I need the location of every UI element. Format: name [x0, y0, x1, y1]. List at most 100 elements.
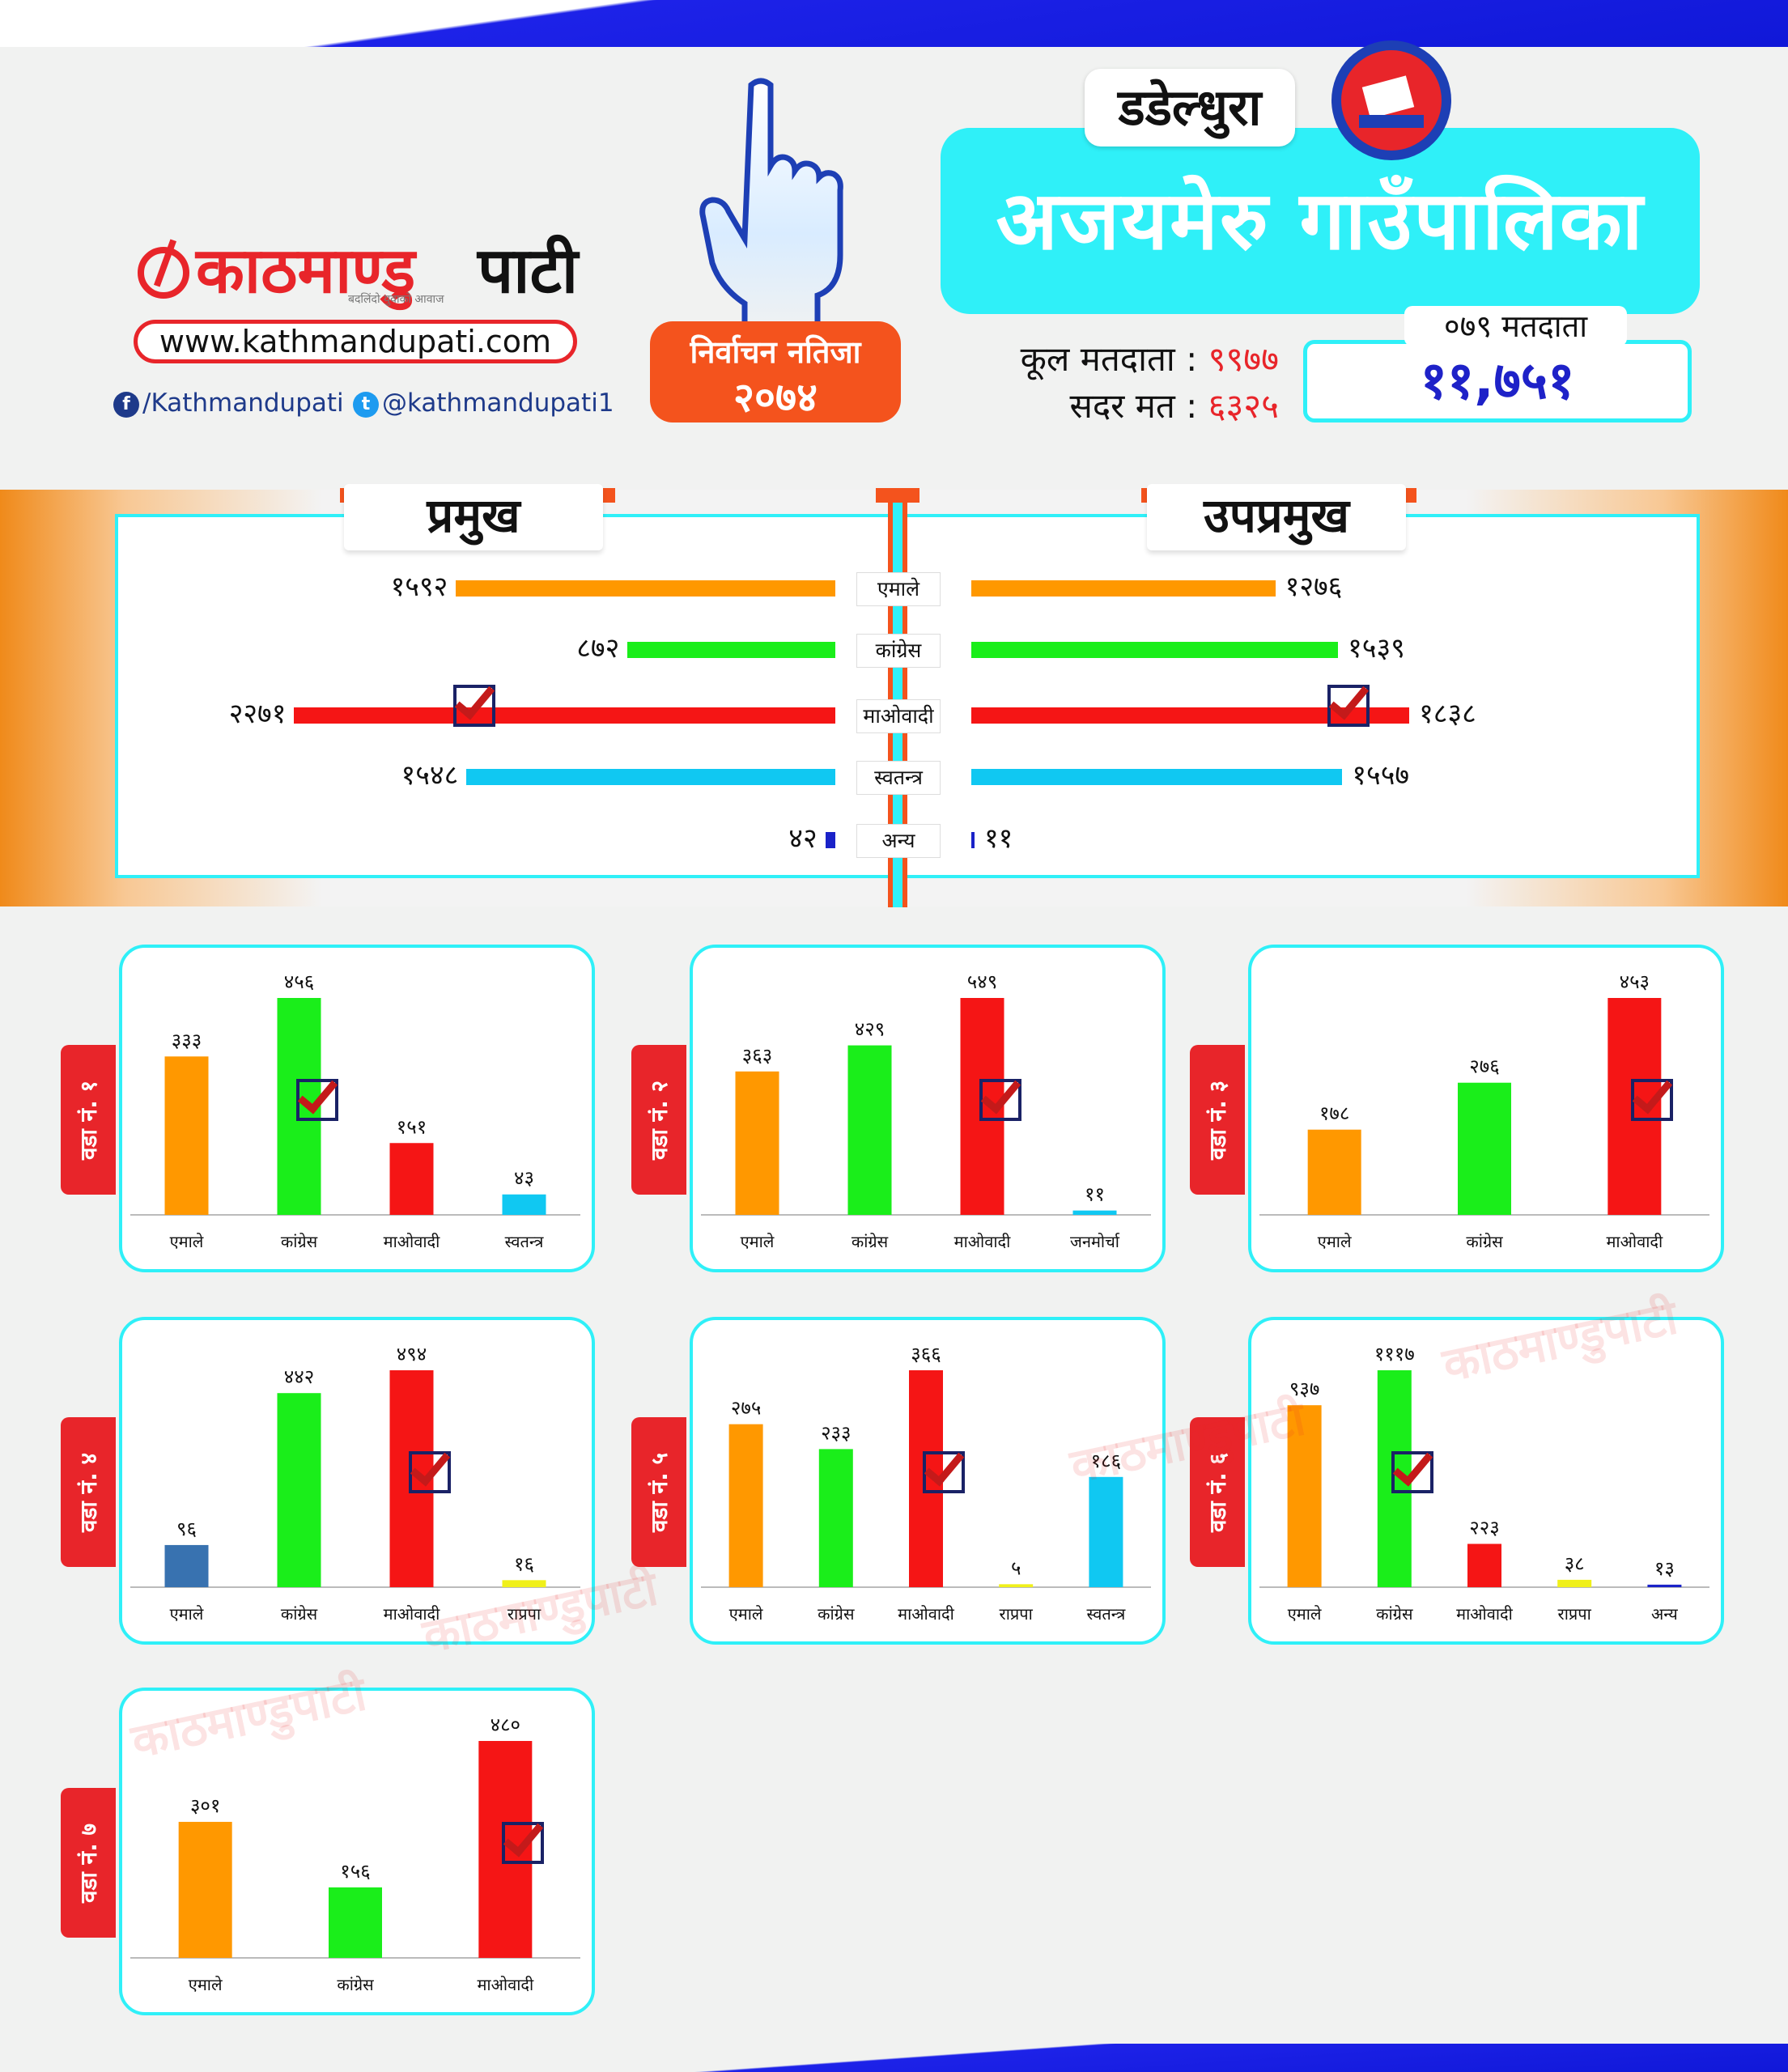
check-icon: [295, 1079, 338, 1121]
category-label: एमाले: [170, 1604, 204, 1624]
ward-label: वडा नं. १: [75, 1080, 102, 1160]
deputy-bar: [971, 642, 1339, 658]
bar-value-label: ५४९: [967, 970, 997, 993]
mayor-bar: [627, 642, 835, 658]
deputy-value: १५५७: [1352, 759, 1410, 792]
brand-logo[interactable]: काठमाण्डु पाटी: [138, 231, 578, 312]
ward-label: वडा नं. २: [646, 1080, 673, 1160]
deputy-bar: [971, 832, 975, 848]
bar-value-label: ४३: [514, 1167, 534, 1190]
bar-value-label: ४४२: [284, 1365, 314, 1388]
bar-value-label: ११: [1085, 1183, 1105, 1206]
facebook-link[interactable]: f/Kathmandupati: [113, 387, 344, 419]
twitter-link[interactable]: t @kathmandupati1: [353, 387, 614, 419]
ballot-box-icon: [1331, 40, 1451, 160]
ward-bar-chart: ३६३ एमाले ४२९ कांग्रेस ५४९ माओवादी ११ जनमोर्चा: [701, 970, 1151, 1251]
category-label: एमाले: [189, 1975, 223, 1994]
category-label: माओवादी: [477, 1975, 534, 1994]
bar: [999, 1584, 1034, 1587]
twitter-handle: @kathmandupati1: [382, 388, 614, 418]
index-finger-icon: [699, 78, 843, 336]
category-label: स्वतन्त्र: [1086, 1604, 1126, 1624]
bar: [818, 1449, 853, 1587]
check-icon: [1631, 1079, 1674, 1121]
valid-votes-value: ६३२५: [1208, 386, 1279, 426]
deputy-value: १५३९: [1348, 632, 1405, 664]
ward-7-card: वडा नं. ७ ३०१ एमाले १५६ कांग्रेस ४८० माओवादी: [61, 1688, 595, 2015]
ward-2-card: वडा नं. २ ३६३ एमाले ४२९ कांग्रेस ५४९ माओवादी १…: [631, 945, 1166, 1272]
bar: [502, 1194, 546, 1215]
mayor-heading: प्रमुख: [344, 484, 603, 550]
bar: [502, 1580, 546, 1587]
bar-value-label: ४८०: [491, 1713, 520, 1736]
category-label: एमाले: [1318, 1232, 1352, 1251]
deputy-bar: [971, 769, 1343, 785]
category-label: एमाले: [741, 1232, 775, 1251]
mayor-bar: [466, 769, 835, 785]
ward-label: वडा नं. ५: [646, 1452, 673, 1532]
bar: [1072, 1210, 1117, 1215]
twitter-icon: t: [353, 391, 379, 418]
brand-tagline: बदलिंदो युवाको आवाज: [348, 293, 444, 306]
bar: [1557, 1579, 1592, 1587]
category-label: राप्रपा: [1000, 1604, 1034, 1624]
bar: [1647, 1584, 1682, 1587]
bar: [164, 1544, 209, 1587]
check-icon: [1391, 1451, 1433, 1493]
category-label: कांग्रेस: [1466, 1232, 1503, 1251]
deputy-value: १८३८: [1419, 698, 1476, 730]
mayor-bar: [825, 832, 835, 848]
bar-value-label: ९६: [176, 1518, 197, 1540]
election-year: २०७४: [733, 374, 818, 421]
district-name: डडेल्धुरा: [1085, 69, 1295, 146]
bar-value-label: ९३७: [1289, 1378, 1319, 1400]
category-label: एमाले: [1288, 1604, 1322, 1624]
total-voters-value: ९९७७: [1208, 339, 1279, 379]
election-result-badge: निर्वाचन नतिजा २०७४: [650, 321, 901, 422]
party-label: स्वतन्त्र: [856, 761, 941, 795]
mayor-value: ४२: [788, 822, 818, 855]
logo-mark-icon: [138, 247, 189, 299]
facebook-handle: /Kathmandupati: [142, 388, 344, 418]
ward-1-card: वडा नं. १ ३३३ एमाले ४५६ कांग्रेस १५१ माओवादी ४…: [61, 945, 595, 1272]
bar-value-label: १११७: [1374, 1343, 1415, 1365]
ward-6-card: वडा नं. ६ ९३७ एमाले १११७ कांग्रेस २२३ माओवादी…: [1190, 1317, 1724, 1645]
ward-label: वडा नं. ७: [75, 1823, 102, 1903]
ward-label: वडा नं. ३: [1204, 1080, 1231, 1160]
valid-votes-label: सदर मत :: [1069, 386, 1198, 426]
ward-tab: वडा नं. १: [61, 1045, 116, 1195]
deputy-value: १२७६: [1285, 571, 1343, 603]
check-icon: [923, 1451, 965, 1493]
brand-name-red: काठमाण्डु: [196, 235, 416, 308]
bar-value-label: २७५: [731, 1397, 761, 1420]
check-icon: [408, 1451, 451, 1493]
bar: [164, 1056, 209, 1215]
mayor-value: १५९२: [390, 571, 448, 603]
bar-value-label: ३८: [1565, 1552, 1585, 1575]
bar: [277, 1393, 321, 1587]
bar-value-label: १७८: [1319, 1102, 1349, 1125]
ward-tab: वडा नं. ६: [1190, 1417, 1245, 1567]
deputy-bar: [971, 580, 1276, 597]
ward-tab: वडा नं. २: [631, 1045, 686, 1195]
brand-name-black: पाटी: [478, 235, 579, 308]
ward-bar-chart: ९३७ एमाले १११७ कांग्रेस २२३ माओवादी ३८ राप्रपा १…: [1259, 1343, 1709, 1624]
party-label: अन्य: [856, 824, 941, 858]
mayor-value: १५४८: [401, 759, 459, 792]
category-label: माओवादी: [1456, 1604, 1514, 1624]
bar: [389, 1143, 434, 1215]
check-icon: [979, 1079, 1021, 1121]
election-title: निर्वाचन नतिजा: [690, 334, 861, 370]
category-label: माओवादी: [384, 1604, 441, 1624]
connector: [876, 488, 919, 503]
category-label: कांग्रेस: [818, 1604, 855, 1624]
category-label: कांग्रेस: [852, 1232, 889, 1251]
mayor-value: ८७२: [576, 632, 620, 664]
check-icon: [1327, 685, 1370, 727]
bar: [1307, 1129, 1361, 1215]
category-label: माओवादी: [954, 1232, 1012, 1251]
party-label: माओवादी: [856, 699, 941, 733]
website-link[interactable]: www.kathmandupati.com: [134, 320, 577, 363]
bar: [178, 1821, 232, 1958]
check-icon: [453, 685, 495, 727]
